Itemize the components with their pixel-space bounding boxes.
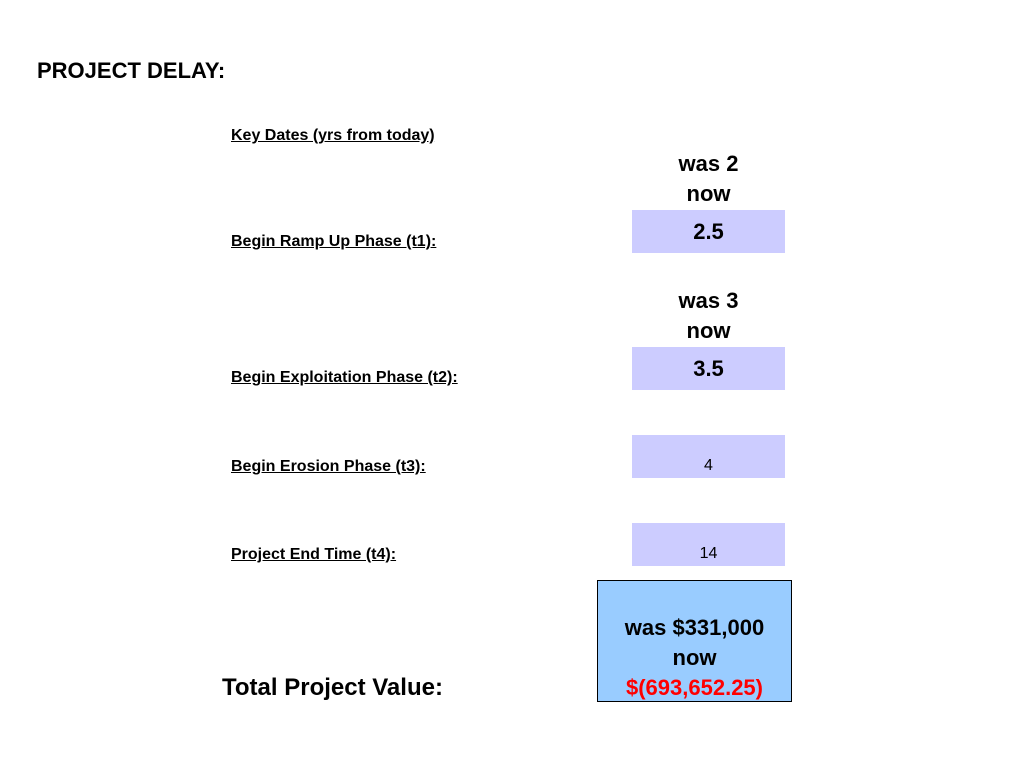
t4-label: Project End Time (t4): xyxy=(231,546,397,563)
t3-value-cell[interactable]: 4 xyxy=(632,435,785,478)
t2-value-cell[interactable]: 3.5 xyxy=(632,347,785,390)
t2-label: Begin Exploitation Phase (t2): xyxy=(231,369,458,386)
t1-was-text: was 2 xyxy=(678,151,739,176)
t4-value-cell[interactable]: 14 xyxy=(632,523,785,566)
total-project-value-label: Total Project Value: xyxy=(222,674,443,701)
key-dates-heading: Key Dates (yrs from today) xyxy=(231,127,435,144)
t2-now-text: now xyxy=(686,318,731,343)
t1-label: Begin Ramp Up Phase (t1): xyxy=(231,233,437,250)
t3-label: Begin Erosion Phase (t3): xyxy=(231,458,426,475)
t1-value-cell[interactable]: 2.5 xyxy=(632,210,785,253)
t2-was-text: was 3 xyxy=(678,288,739,313)
total-was-text: was $331,000 xyxy=(624,615,765,640)
total-now-text: now xyxy=(672,645,717,670)
page-title: PROJECT DELAY: xyxy=(37,58,226,83)
total-value: $(693,652.25) xyxy=(626,675,763,700)
t1-change-note: was 2 now xyxy=(632,149,785,209)
t2-change-note: was 3 now xyxy=(632,286,785,346)
t1-now-text: now xyxy=(686,181,731,206)
total-project-value-cell[interactable]: was $331,000 now $(693,652.25) xyxy=(597,580,792,702)
